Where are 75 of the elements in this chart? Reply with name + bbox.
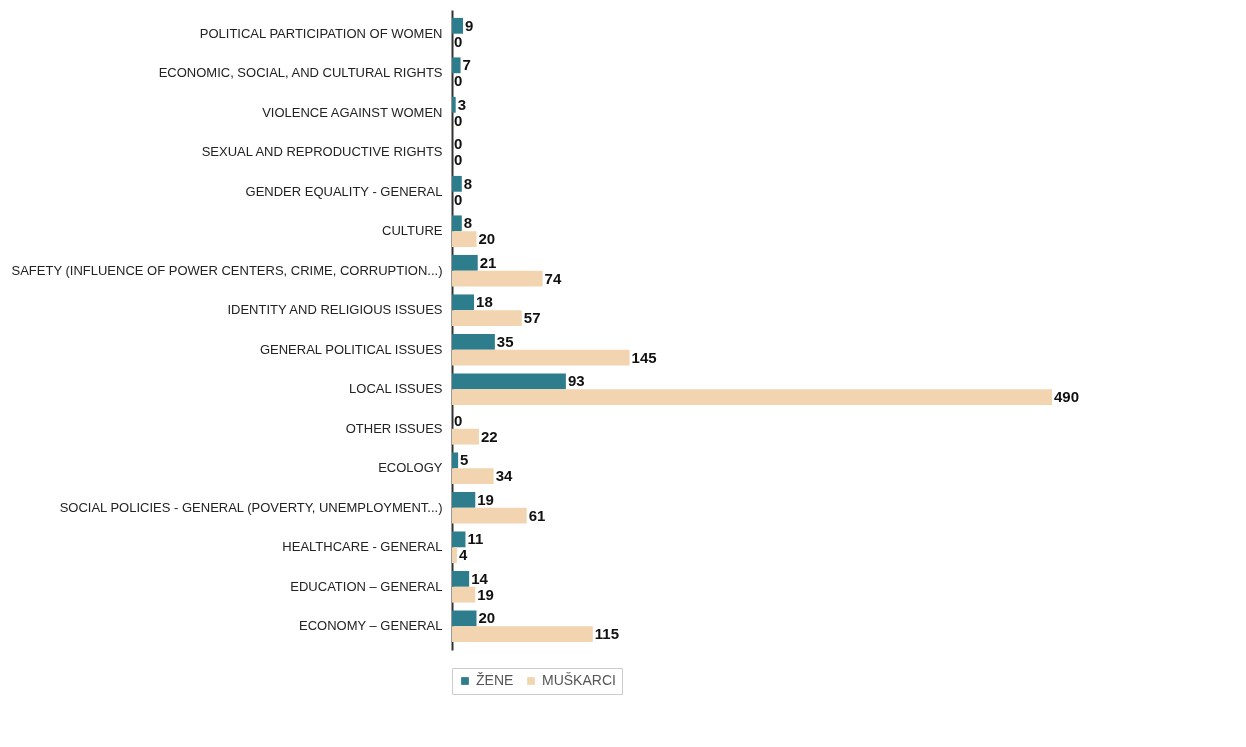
bar — [452, 254, 478, 271]
y-tick-label: VIOLENCE AGAINST WOMEN — [262, 104, 443, 120]
bar — [452, 96, 456, 113]
bar — [452, 428, 479, 445]
bar — [452, 231, 477, 248]
data-label: 490 — [1054, 388, 1080, 406]
bar — [452, 349, 630, 366]
data-label: 11 — [467, 530, 484, 548]
bar — [452, 17, 464, 34]
y-tick-label: SAFETY (INFLUENCE OF POWER CENTERS, CRIME, CORRUPTION...) — [11, 262, 443, 278]
data-label: 9 — [465, 16, 474, 34]
y-tick-label: ECOLOGY — [378, 460, 443, 476]
y-tick-label: LOCAL ISSUES — [349, 381, 443, 397]
y-tick-label: GENERAL POLITICAL ISSUES — [259, 341, 443, 357]
data-label: 0 — [454, 190, 463, 208]
data-label: 7 — [462, 56, 471, 74]
bar — [452, 373, 566, 390]
bar — [452, 215, 462, 232]
y-tick-label: EDUCATION – GENERAL — [290, 578, 443, 594]
bar — [452, 389, 1052, 406]
bar — [452, 270, 543, 287]
data-label: 0 — [454, 32, 463, 50]
data-label: 93 — [567, 372, 585, 390]
data-label: 145 — [631, 348, 657, 366]
y-tick-label: ECONOMIC, SOCIAL, AND CULTURAL RIGHTS — [158, 65, 443, 81]
data-label: 14 — [471, 569, 489, 587]
data-label: 35 — [496, 332, 514, 350]
bar — [452, 57, 461, 74]
data-label: 74 — [544, 269, 562, 287]
y-tick-label: CULTURE — [382, 223, 443, 239]
bar — [452, 294, 475, 311]
bar — [452, 531, 466, 548]
bar — [452, 452, 459, 469]
bar — [452, 491, 476, 508]
bar — [452, 586, 476, 603]
data-label: 34 — [495, 467, 513, 485]
data-label: 61 — [528, 506, 546, 524]
data-label: 8 — [463, 214, 473, 232]
y-tick-label: OTHER ISSUES — [345, 420, 443, 436]
y-tick-label: IDENTITY AND RELIGIOUS ISSUES — [227, 302, 443, 318]
data-label: 20 — [478, 609, 496, 627]
data-label: 8 — [463, 174, 473, 192]
y-tick-label: HEALTHCARE - GENERAL — [282, 539, 443, 555]
bar — [452, 175, 462, 192]
data-label: 4 — [458, 546, 468, 564]
y-tick-label: SEXUAL AND REPRODUCTIVE RIGHTS — [201, 144, 443, 160]
y-tick-label: ECONOMY – GENERAL — [298, 618, 443, 634]
data-label: 21 — [479, 253, 497, 271]
bar — [452, 468, 494, 485]
legend-label: MUŠKARCI — [542, 672, 616, 688]
y-tick-label: SOCIAL POLICIES - GENERAL (POVERTY, UNEMPLOYMENT...) — [59, 499, 443, 515]
bar — [452, 547, 457, 564]
data-label: 18 — [476, 293, 493, 311]
data-label: 0 — [454, 411, 463, 429]
bar — [452, 626, 593, 643]
data-label: 5 — [460, 451, 469, 469]
data-label: 0 — [454, 111, 463, 129]
data-label: 115 — [594, 625, 620, 643]
legend-label: ŽENE — [476, 672, 514, 688]
bar — [452, 610, 477, 627]
data-label: 57 — [523, 309, 541, 327]
data-label: 19 — [477, 585, 494, 603]
data-label: 0 — [454, 72, 463, 90]
data-label: 3 — [457, 95, 467, 113]
data-label: 20 — [478, 230, 496, 248]
y-tick-label: GENDER EQUALITY - GENERAL — [245, 183, 443, 199]
data-label: 19 — [477, 490, 494, 508]
bar — [452, 310, 522, 327]
data-label: 0 — [454, 135, 463, 153]
bar — [452, 570, 470, 587]
data-label: 22 — [480, 427, 498, 445]
data-label: 0 — [454, 151, 463, 169]
bar — [452, 333, 495, 350]
y-tick-label: POLITICAL PARTICIPATION OF WOMEN — [199, 25, 443, 41]
bar — [452, 507, 527, 524]
